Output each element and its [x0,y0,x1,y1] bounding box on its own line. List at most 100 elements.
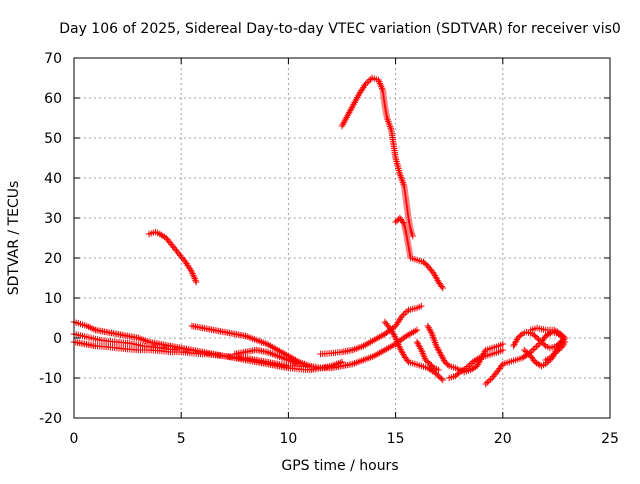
data-point [499,346,506,354]
x-tick-label: 0 [70,431,79,447]
data-point-fill [554,328,561,336]
data-point-fill [516,333,523,340]
series-trace-d [145,228,200,286]
data-point-fill [433,371,441,378]
data-point [542,332,549,340]
data-point [518,354,526,362]
data-point-fill [558,344,565,351]
data-point [426,360,434,368]
data-point-fill [533,343,540,350]
data-point-fill [426,365,433,373]
data-point-fill [467,360,475,367]
data-point-fill [554,347,562,354]
data-point [561,338,569,346]
data-point-fill [464,363,472,370]
data-point-fill [363,79,371,86]
data-point-fill [560,333,567,340]
data-point-fill [403,308,411,315]
chart-title: Day 106 of 2025, Sidereal Day-to-day VTE… [59,21,621,37]
data-point-fill [443,360,450,367]
data-point-fill [531,332,538,339]
data-point-fill [533,359,540,367]
data-point-fill [532,333,539,340]
y-tick-label: -10 [39,371,62,387]
data-point-fill [485,377,493,385]
data-point-fill [548,353,555,360]
data-point [482,380,489,388]
data-point [521,346,528,354]
data-point-fill [555,329,563,337]
data-point-fill [159,232,167,240]
data-point [463,364,470,372]
data-point-fill [423,358,431,365]
data-point-fill [535,336,542,343]
data-point-fill [404,357,411,364]
plot-frame [73,57,611,419]
data-point [422,356,429,364]
data-point [531,358,539,366]
data-point-fill [525,351,533,358]
data-point-fill [544,331,551,339]
data-point [553,348,560,356]
data-point [514,334,522,342]
x-tick-label: 20 [494,431,512,447]
data-point-fill [391,333,398,340]
data-point-fill [399,219,407,226]
data-point [441,358,449,366]
data-point [439,376,446,384]
data-point [413,326,421,334]
data-point-fill [466,361,473,369]
data-point-fill [470,364,478,372]
data-point-fill [401,333,408,341]
tick-labels: 0 5 10 15 20 25 -20 -10 0 10 20 30 40 50 60 70 [39,51,619,447]
data-point-fill [522,348,530,355]
data-point [456,368,464,376]
data-point [499,340,506,348]
series-trace-k [413,338,442,374]
data-point-fill [367,76,374,83]
y-tick-label: 20 [44,251,62,267]
data-point-fill [461,365,468,373]
data-point-fill [427,329,435,336]
series-trace-f [231,346,303,368]
data-point [435,366,442,374]
data-point-fill [549,351,557,359]
data-point-fill [534,360,542,368]
x-axis-label: GPS time / hours [281,458,398,474]
data-point-fill [348,104,356,111]
data-point-fill [528,347,535,355]
x-tick-label: 5 [177,431,186,447]
data-point [295,360,303,368]
x-tick-label: 25 [601,431,619,447]
data-point-fill [402,309,409,317]
data-point-fill [181,257,188,264]
data-point-fill [545,330,553,338]
data-point [469,358,476,366]
data-point [156,230,163,238]
series-trace-h [338,74,416,240]
series-trace-q [542,338,569,364]
y-tick-label: -20 [39,411,62,427]
series-trace-g [317,302,425,358]
data-point-fill [365,77,372,85]
data-point-fill [472,356,480,364]
data-point-fill [436,374,444,381]
data-point-fill [453,371,461,378]
data-point-fill [421,260,429,267]
data-point [418,302,425,310]
data-point [424,364,431,372]
data-point-fill [458,367,465,375]
series-trace-n [482,328,567,388]
data-point-fill [400,311,407,318]
data-point-fill [469,365,476,373]
data-point [392,218,399,226]
x-tick-label: 15 [387,431,405,447]
series-trace-c [70,330,181,354]
data-point-fill [459,366,467,374]
data-point [420,258,427,266]
data-point [452,372,459,380]
data-point [531,344,539,352]
